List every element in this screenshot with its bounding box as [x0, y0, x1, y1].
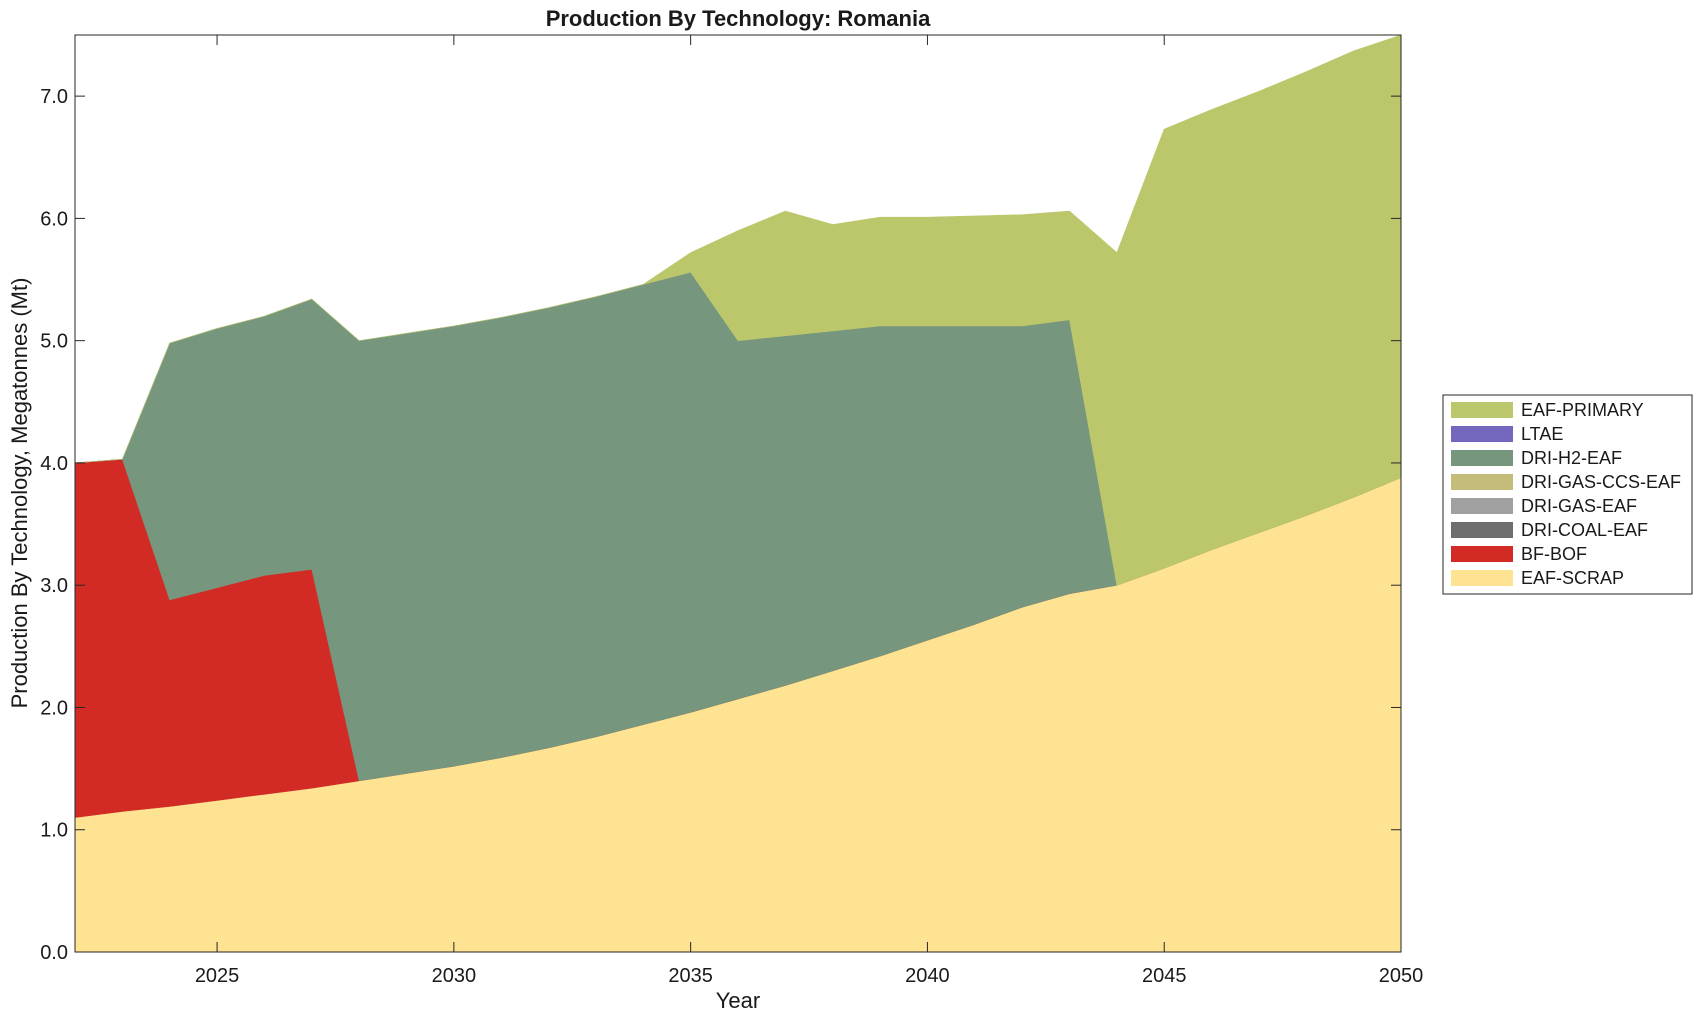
area-layers	[74, 34, 1402, 953]
chart-title: Production By Technology: Romania	[546, 6, 931, 31]
y-tick-label: 3.0	[40, 575, 68, 597]
legend-label-bf-bof: BF-BOF	[1521, 544, 1587, 564]
legend: EAF-PRIMARY LTAE DRI-H2-EAF DRI-GAS-CCS-EAF…	[1442, 394, 1693, 595]
legend-label-eaf-scrap: EAF-SCRAP	[1521, 568, 1624, 588]
plot-frame	[74, 34, 1402, 953]
y-tick-label: 4.0	[40, 453, 68, 475]
legend-label-eaf-primary: EAF-PRIMARY	[1521, 400, 1644, 420]
x-axis-title: Year	[716, 988, 760, 1013]
y-tick-label: 1.0	[40, 820, 68, 842]
x-tick-label: 2030	[432, 965, 477, 987]
legend-swatch-eaf-primary	[1451, 402, 1513, 418]
x-tick-label: 2045	[1142, 965, 1187, 987]
y-axis: 0.0 1.0 2.0 3.0 4.0 5.0 6.0 7.0	[40, 86, 1401, 964]
y-tick-label: 5.0	[40, 331, 68, 353]
legend-label-dri-h2-eaf: DRI-H2-EAF	[1521, 448, 1622, 468]
legend-swatch-dri-gas-eaf	[1451, 498, 1513, 514]
y-axis-title: Production By Technology, Megatonnes (Mt…	[7, 278, 32, 709]
legend-box	[1442, 394, 1693, 595]
x-tick-label: 2050	[1379, 965, 1424, 987]
legend-label-dri-coal-eaf: DRI-COAL-EAF	[1521, 520, 1648, 540]
y-tick-label: 7.0	[40, 86, 68, 108]
legend-label-ltae: LTAE	[1521, 424, 1563, 444]
legend-swatch-eaf-scrap	[1451, 570, 1513, 586]
y-tick-label: 6.0	[40, 208, 68, 230]
legend-label-dri-gas-eaf: DRI-GAS-EAF	[1521, 496, 1637, 516]
legend-swatch-dri-gas-ccs-eaf	[1451, 474, 1513, 490]
y-tick-label: 2.0	[40, 697, 68, 719]
x-tick-label: 2040	[905, 965, 950, 987]
x-axis: 2025 2030 2035 2040 2045 2050	[195, 35, 1423, 987]
legend-swatch-ltae	[1451, 426, 1513, 442]
legend-label-dri-gas-ccs-eaf: DRI-GAS-CCS-EAF	[1521, 472, 1681, 492]
x-tick-label: 2035	[668, 965, 713, 987]
x-tick-label: 2025	[195, 965, 240, 987]
legend-swatch-dri-coal-eaf	[1451, 522, 1513, 538]
y-tick-label: 0.0	[40, 942, 68, 964]
legend-swatch-dri-h2-eaf	[1451, 450, 1513, 466]
legend-swatch-bf-bof	[1451, 546, 1513, 562]
